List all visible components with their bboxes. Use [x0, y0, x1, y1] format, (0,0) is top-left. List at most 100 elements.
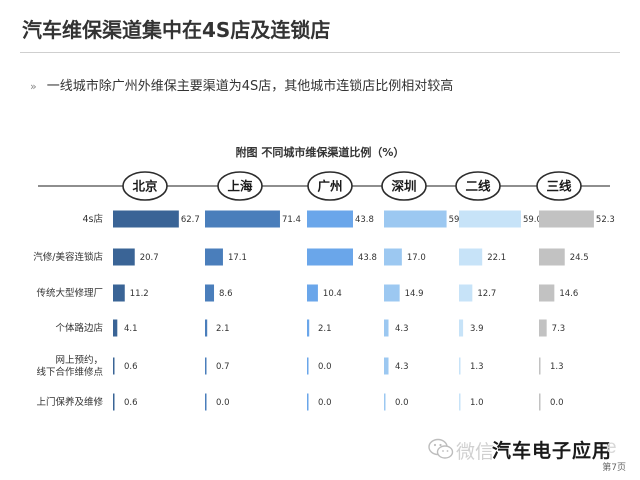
- category-label: 个体路边店: [55, 322, 103, 334]
- data-label: 59.6: [449, 215, 468, 225]
- data-label: 0.6: [124, 362, 138, 372]
- data-label: 0.0: [550, 398, 564, 408]
- wechat-icon: [428, 438, 454, 459]
- legend-label: 三线: [546, 179, 572, 194]
- data-label: 1.3: [470, 362, 484, 372]
- subtitle: » 一线城市除广州外维保主要渠道为4S店，其他城市连锁店比例相对较高: [30, 75, 453, 94]
- data-label: 14.6: [559, 289, 578, 299]
- bar: [205, 210, 280, 228]
- bar: [205, 357, 207, 375]
- data-label: 1.3: [550, 362, 564, 372]
- legend-label: 深圳: [391, 179, 416, 194]
- data-label: 8.6: [219, 289, 233, 299]
- data-label: 59.0: [523, 215, 542, 225]
- bar: [205, 319, 208, 337]
- data-label: 0.6: [124, 398, 138, 408]
- bar: [539, 210, 594, 228]
- bar: [384, 248, 402, 266]
- bar: [384, 357, 389, 375]
- data-label: 52.3: [596, 215, 615, 225]
- bar: [539, 319, 547, 337]
- legend-label: 上海: [227, 179, 253, 194]
- data-label: 14.9: [405, 289, 424, 299]
- data-label: 17.0: [407, 253, 426, 263]
- wechat-ghost-tail: e: [606, 437, 617, 458]
- data-label: 22.1: [487, 253, 506, 263]
- bar: [205, 248, 223, 266]
- category-label: 上门保养及维修: [36, 396, 103, 408]
- data-label: 2.1: [318, 324, 332, 334]
- legend-label: 北京: [132, 179, 158, 194]
- legend-marker-0: [122, 171, 168, 201]
- bar: [459, 319, 464, 337]
- data-label: 17.1: [228, 253, 247, 263]
- data-label: 20.7: [140, 253, 159, 263]
- legend-label: 二线: [465, 179, 491, 194]
- bar: [205, 393, 207, 411]
- data-label: 24.5: [570, 253, 589, 263]
- bar: [539, 284, 555, 302]
- bar: [459, 210, 521, 228]
- legend-marker-3: [381, 171, 427, 201]
- data-label: 4.3: [395, 324, 409, 334]
- wechat-watermark: 微信 汽车电子应用 e: [428, 436, 618, 463]
- data-label: 4.1: [124, 324, 138, 334]
- account-name: 汽车电子应用: [492, 440, 613, 462]
- bar: [307, 284, 318, 302]
- page-title: 汽车维保渠道集中在4S店及连锁店: [22, 18, 331, 42]
- wechat-ghost-text: 微信: [456, 441, 495, 463]
- page-number: 第7页: [602, 463, 626, 473]
- bar: [113, 319, 118, 337]
- legend-marker-5: [536, 171, 582, 201]
- bar: [459, 357, 461, 375]
- bar: [307, 357, 309, 375]
- data-label: 1.0: [470, 398, 484, 408]
- bar: [307, 210, 353, 228]
- bar: [205, 284, 215, 302]
- bar: [384, 284, 400, 302]
- bar: [307, 319, 310, 337]
- data-label: 0.0: [318, 362, 332, 372]
- bar: [539, 357, 541, 375]
- bar: [307, 248, 353, 266]
- bar: [113, 210, 179, 228]
- data-label: 10.4: [323, 289, 342, 299]
- subtitle-text: 一线城市除广州外维保主要渠道为4S店，其他城市连锁店比例相对较高: [46, 79, 454, 94]
- bar: [539, 248, 565, 266]
- chevron-bullet-icon: »: [30, 80, 37, 93]
- bar: [113, 248, 135, 266]
- bar: [113, 357, 115, 375]
- legend-marker-1: [217, 171, 263, 201]
- bar: [459, 248, 483, 266]
- legend-marker-2: [307, 171, 353, 201]
- data-label: 0.0: [395, 398, 409, 408]
- data-label: 62.7: [181, 215, 200, 225]
- category-label: 4s店: [83, 213, 104, 225]
- data-label: 4.3: [395, 362, 409, 372]
- data-label: 0.0: [216, 398, 230, 408]
- bar: [459, 284, 473, 302]
- title-divider: [20, 52, 620, 53]
- category-label: 传统大型修理厂: [36, 287, 103, 299]
- legend-marker-4: [455, 171, 501, 201]
- data-label: 71.4: [282, 215, 301, 225]
- category-label: 汽修/美容连锁店: [33, 251, 103, 263]
- data-label: 7.3: [552, 324, 566, 334]
- data-label: 43.8: [358, 253, 377, 263]
- data-label: 2.1: [216, 324, 230, 334]
- bar: [307, 393, 309, 411]
- bar: [384, 393, 386, 411]
- data-label: 0.7: [216, 362, 230, 372]
- data-label: 12.7: [477, 289, 496, 299]
- chart-title: 附图 不同城市维保渠道比例（%）: [235, 146, 405, 159]
- bar: [113, 284, 125, 302]
- bar: [384, 210, 447, 228]
- data-label: 11.2: [130, 289, 149, 299]
- data-label: 0.0: [318, 398, 332, 408]
- bar: [113, 393, 115, 411]
- category-label: 网上预约，线下合作维修点: [36, 354, 103, 378]
- data-label: 3.9: [470, 324, 484, 334]
- legend-label: 广州: [317, 179, 342, 194]
- data-label: 43.8: [355, 215, 374, 225]
